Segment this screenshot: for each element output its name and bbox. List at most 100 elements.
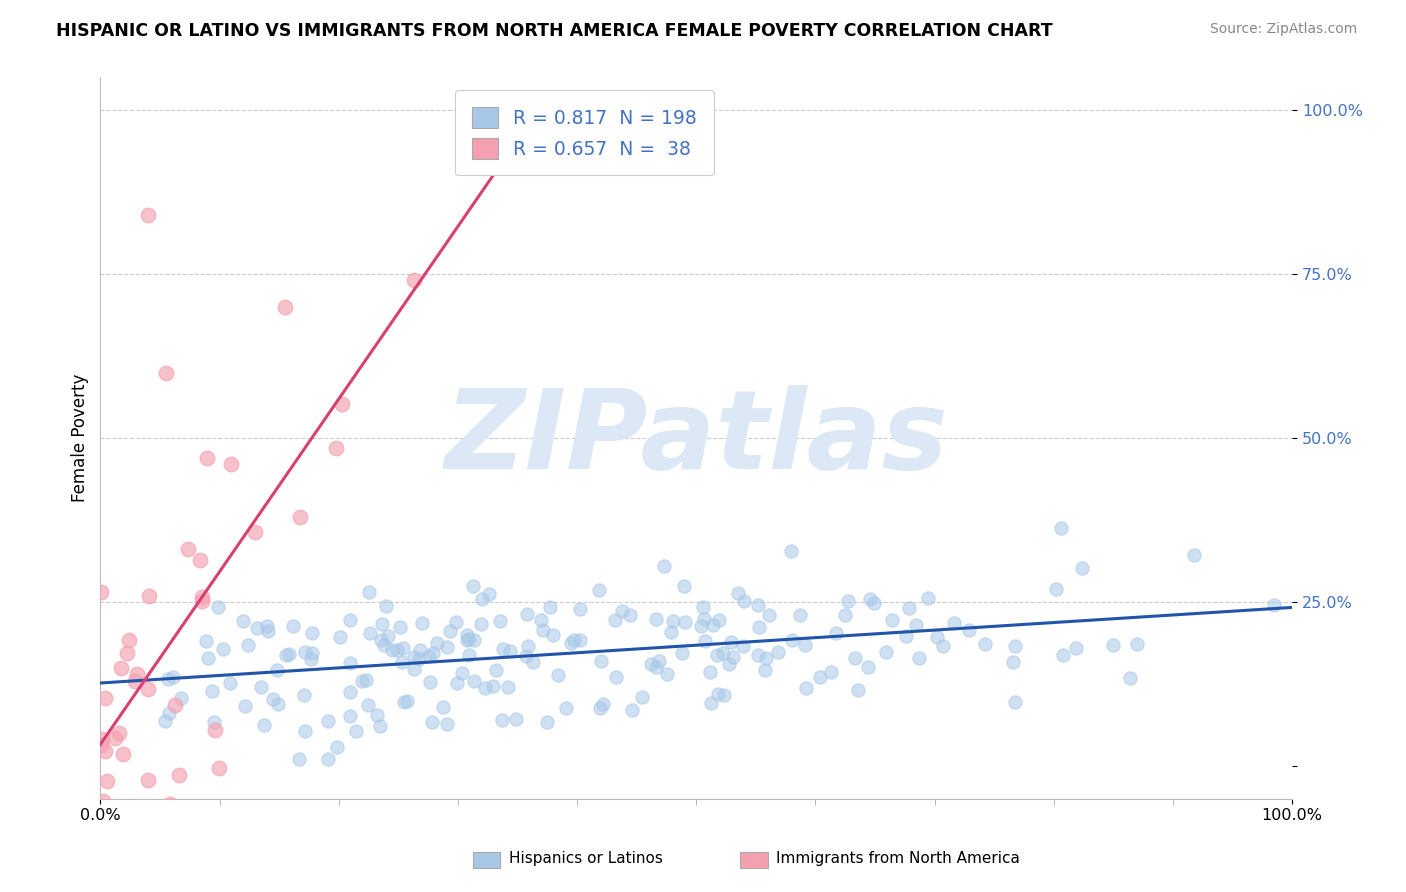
- Point: [301, 625, 323, 640]
- Point: [794, 681, 817, 695]
- Point: [471, 592, 494, 607]
- Point: [820, 665, 842, 679]
- Point: [195, 451, 218, 466]
- Point: [485, 663, 508, 677]
- Point: [640, 657, 662, 671]
- Point: [672, 579, 695, 593]
- Point: [747, 648, 769, 662]
- Point: [274, 648, 297, 662]
- Point: [232, 614, 254, 628]
- Point: [117, 646, 139, 660]
- Point: [155, 714, 177, 728]
- Point: [530, 613, 553, 627]
- Point: [162, 670, 184, 684]
- Point: [837, 594, 859, 608]
- Point: [1263, 598, 1285, 612]
- Point: [373, 638, 395, 652]
- Point: [875, 645, 897, 659]
- Point: [396, 694, 419, 708]
- Point: [1002, 656, 1025, 670]
- Point: [645, 611, 668, 625]
- Point: [713, 689, 735, 703]
- Point: [256, 619, 278, 633]
- Point: [671, 646, 693, 660]
- Point: [1052, 648, 1074, 663]
- Point: [645, 660, 668, 674]
- Point: [366, 707, 388, 722]
- Point: [177, 542, 200, 557]
- Point: [707, 613, 730, 627]
- Point: [706, 648, 728, 662]
- Point: [408, 652, 430, 666]
- Point: [603, 613, 626, 627]
- Point: [720, 634, 742, 648]
- Point: [136, 772, 159, 787]
- Point: [793, 638, 815, 652]
- Point: [880, 613, 903, 627]
- Point: [201, 684, 224, 698]
- Point: [780, 633, 803, 648]
- Point: [299, 651, 322, 665]
- Text: ZIPatlas: ZIPatlas: [444, 384, 948, 491]
- Point: [463, 633, 485, 648]
- Point: [288, 752, 311, 766]
- Point: [381, 643, 404, 657]
- Point: [107, 804, 129, 818]
- Point: [392, 640, 415, 655]
- Point: [699, 665, 721, 680]
- Point: [377, 629, 399, 643]
- Point: [294, 688, 316, 702]
- Point: [659, 625, 682, 640]
- Point: [339, 708, 361, 723]
- Point: [118, 633, 141, 648]
- Point: [432, 700, 454, 714]
- Text: Source: ZipAtlas.com: Source: ZipAtlas.com: [1209, 22, 1357, 37]
- Text: Immigrants from North America: Immigrants from North America: [776, 851, 1019, 865]
- Point: [758, 607, 780, 622]
- Point: [693, 612, 716, 626]
- Point: [207, 761, 229, 775]
- Point: [538, 599, 561, 614]
- Point: [344, 723, 367, 738]
- Point: [562, 632, 585, 647]
- Point: [1118, 671, 1140, 685]
- Point: [957, 623, 980, 637]
- Point: [316, 752, 339, 766]
- Point: [846, 682, 869, 697]
- Point: [281, 619, 304, 633]
- Point: [621, 702, 644, 716]
- Point: [325, 441, 347, 455]
- Point: [385, 642, 408, 657]
- Point: [204, 723, 226, 737]
- Point: [243, 524, 266, 539]
- Point: [693, 634, 716, 648]
- Point: [457, 632, 479, 647]
- Point: [294, 644, 316, 658]
- Point: [402, 649, 425, 664]
- Point: [352, 673, 374, 688]
- Point: [488, 615, 510, 629]
- Point: [195, 633, 218, 648]
- Point: [439, 624, 461, 638]
- Point: [478, 587, 501, 601]
- FancyBboxPatch shape: [740, 852, 768, 868]
- Point: [250, 680, 273, 694]
- Point: [318, 714, 340, 728]
- Point: [207, 600, 229, 615]
- Point: [474, 681, 496, 696]
- Point: [898, 601, 921, 615]
- Point: [190, 590, 212, 604]
- Point: [690, 619, 713, 633]
- Point: [1050, 521, 1073, 535]
- Point: [339, 685, 361, 699]
- Point: [170, 691, 193, 706]
- Point: [138, 590, 160, 604]
- Point: [1045, 582, 1067, 596]
- Point: [1102, 639, 1125, 653]
- Point: [1064, 641, 1087, 656]
- Point: [541, 628, 564, 642]
- Point: [943, 616, 966, 631]
- Point: [470, 617, 492, 632]
- Point: [96, 774, 118, 789]
- Point: [391, 656, 413, 670]
